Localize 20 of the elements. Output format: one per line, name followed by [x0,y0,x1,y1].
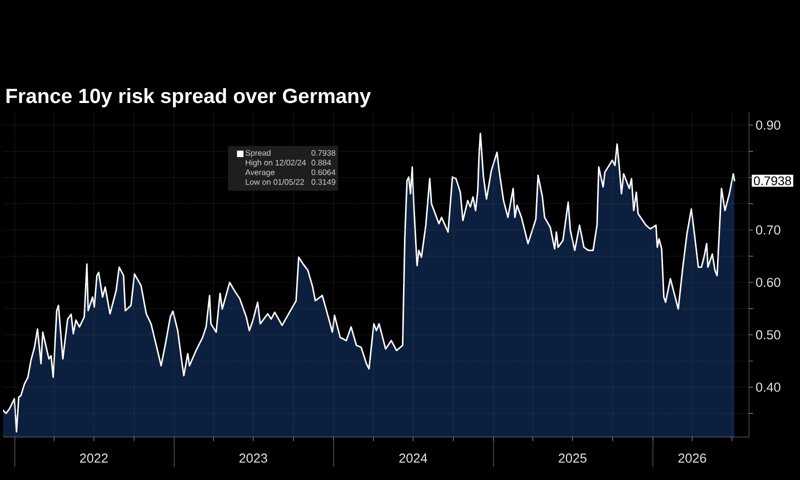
y-tick-label: 0.60 [756,278,780,287]
y-tick-label: 0.40 [756,382,780,392]
annotation: 0.884 [312,160,331,166]
annotation: Average [245,170,274,177]
annotation: 0.7938 [754,176,792,186]
annotation: 0.7938 [312,150,336,156]
y-tick-label: 0.70 [756,225,780,235]
y-tick-label: 0.50 [756,330,780,340]
x-tick-label: 2023 [239,454,268,463]
annotation: 0.3149 [312,179,336,185]
x-tick-label: 2022 [80,454,108,463]
x-tick-label: 2024 [399,454,428,463]
x-tick-label: 2025 [558,454,586,463]
chart-title: France 10y risk spread over Germany [6,88,371,108]
annotation: Low on 01/05/22 [246,178,304,185]
annotation: High on 12/02/24 [246,160,306,168]
legend-label: Spread [246,150,270,158]
x-tick-label: 2026 [678,454,706,463]
y-tick-label: 0.90 [756,120,780,130]
annotation: 0.6064 [312,169,336,176]
